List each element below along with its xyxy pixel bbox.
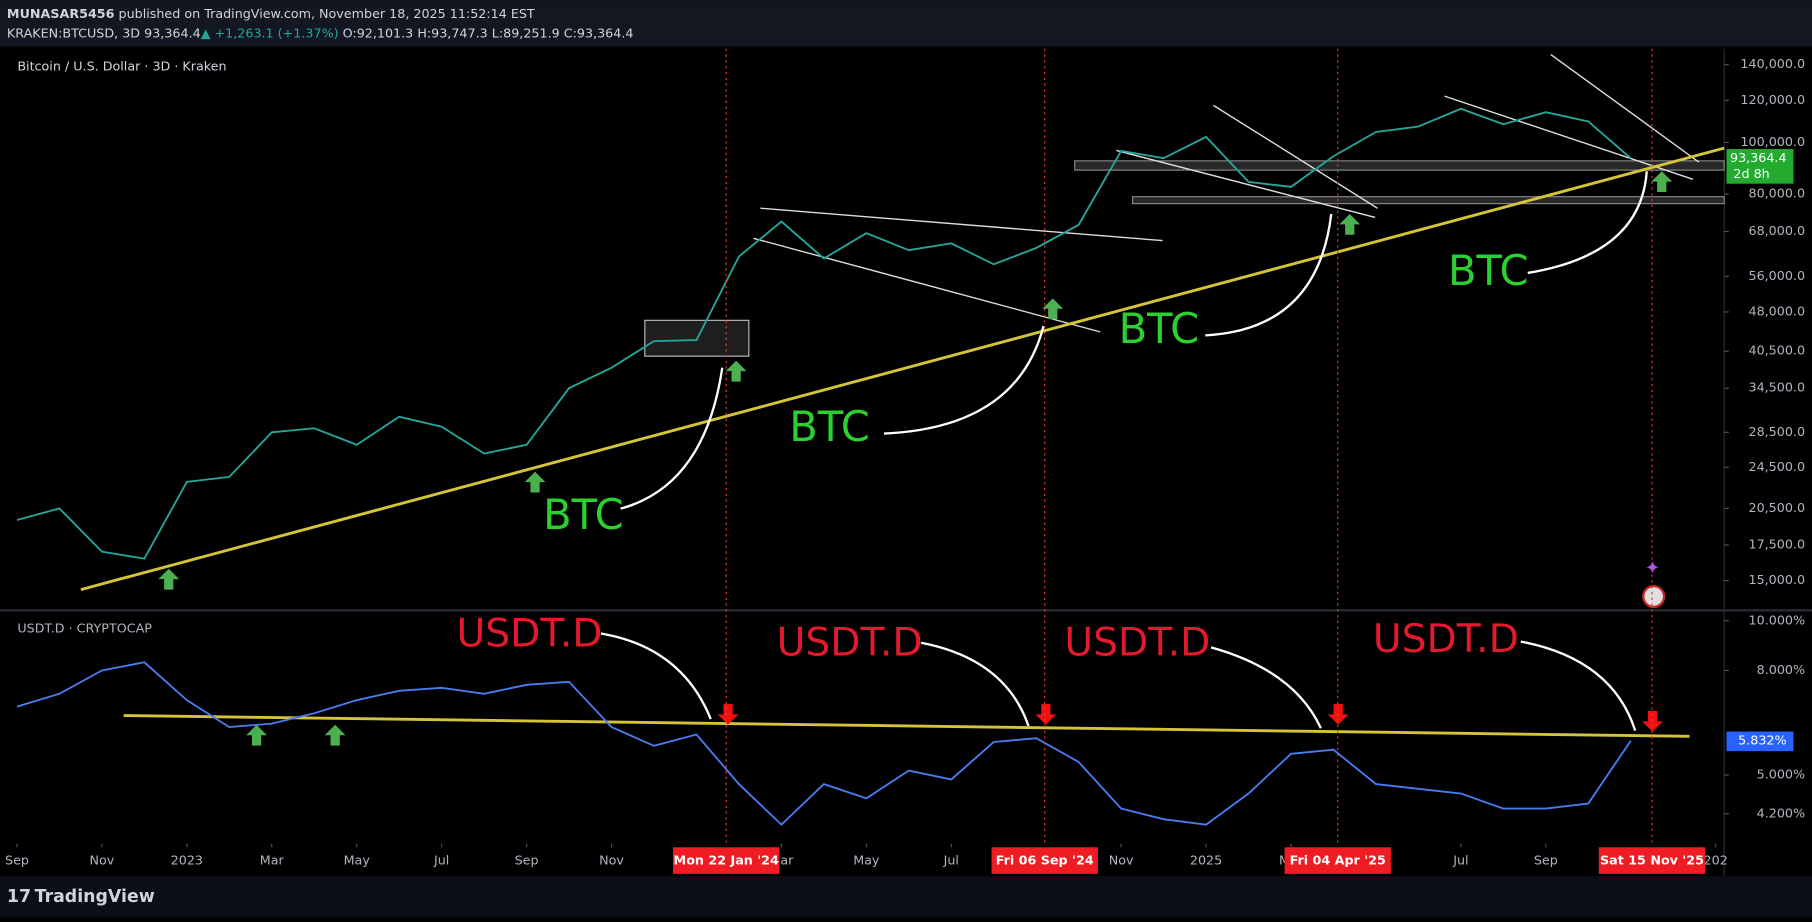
author: MUNASAR5456 [7,6,115,21]
marker-label: Sat 15 Nov '25 [1600,853,1704,868]
close: C:93,364.4 [564,25,634,40]
countdown: 2d 8h [1733,166,1769,181]
x-tick-label: Mar [260,853,285,868]
icon [1642,584,1666,609]
x-tick-label: 202 [1704,853,1728,868]
x-tick-label: Sep [5,853,29,868]
pane-title: USDT.D · CRYPTOCAP [17,620,152,635]
high: H:93,747.3 [417,25,487,40]
header-bar [0,0,1812,47]
x-tick-label: 2023 [171,853,203,868]
footer-bar [0,876,1812,918]
y-tick-label: 15,000.0 [1748,572,1805,587]
down-arrow [717,703,739,725]
y-tick-label: 140,000.0 [1740,56,1805,71]
logo-icon: 17 [7,887,31,907]
up-arrow [1339,214,1361,235]
annotation: USDT.D [456,611,602,656]
curved-arrows [600,171,1648,731]
x-tick-label: Nov [90,853,115,868]
up-arrow [1042,298,1064,320]
x-tick-label: Nov [599,853,624,868]
y-tick-label: 28,500.0 [1748,424,1805,439]
x-tick-label: Sep [515,853,539,868]
last-price-box [1726,731,1794,752]
annotation: BTC [789,402,870,451]
annotation: USDT.D [1373,617,1519,662]
footer-logo: TradingView [35,887,155,907]
y-tick-label: 34,500.0 [1748,380,1805,395]
price: 93,364.4 [144,25,201,40]
up-arrow [158,568,180,590]
x-tick-label: Nov [1109,853,1134,868]
y-tick-label: 56,000.0 [1748,268,1805,283]
pane-title: Bitcoin / U.S. Dollar · 3D · Kraken [17,59,226,74]
symbol: KRAKEN:BTCUSD, 3D [7,25,140,40]
marker-box [1284,847,1391,874]
marker-label: Mon 22 Jan '24 [674,853,779,868]
marker-box [1598,847,1706,874]
icon: ✦ [1645,558,1660,579]
support-line [80,146,1725,591]
x-tick-label: Sep [1534,853,1558,868]
x-tick-label: 2025 [1190,853,1222,868]
y-tick-label: 100,000.0 [1740,134,1805,149]
y-tick-label: 120,000.0 [1740,92,1805,107]
annotation: USDT.D [1064,621,1210,666]
y-tick-label: 20,500.0 [1748,500,1805,515]
marker-label: Fri 06 Sep '24 [996,853,1094,868]
y-tick-label: 4.200% [1757,805,1805,820]
y-tick-label: 8.000% [1757,662,1805,677]
symbol-line: KRAKEN:BTCUSD, 3D 93,364.4▲ +1,263.1 (+1… [7,25,634,40]
drawings [80,53,1725,738]
last-price-box [1726,149,1794,184]
resistance-line [123,714,1690,738]
y-tick-label: 80,000.0 [1748,185,1805,200]
down-arrow [1035,703,1057,725]
y-tick-label: 40,500.0 [1748,343,1805,358]
annotation: BTC [543,490,624,539]
marker-box [673,847,780,874]
annotation: BTC [1119,304,1200,353]
y-tick-label: 10.000% [1749,612,1806,627]
marker-label: Fri 04 Apr '25 [1290,853,1386,868]
x-tick-label: Jul [943,853,959,868]
price-line [16,661,1632,826]
y-tick-label: 24,500.0 [1748,459,1805,474]
last-price-label: 5.832% [1738,732,1786,747]
marker-box [991,847,1098,874]
header-line: MUNASAR5456 published on TradingView.com… [7,6,535,21]
x-tick-label: May [853,853,880,868]
zone [1131,196,1725,205]
x-tick-label: Jul [433,853,449,868]
published: published on TradingView.com, November 1… [119,6,535,21]
x-tick-label: May [344,853,371,868]
change: ▲ +1,263.1 (+1.37%) [201,25,339,40]
up-arrow [324,724,346,746]
annotation: USDT.D [777,621,923,666]
y-tick-label: 68,000.0 [1748,223,1805,238]
price-line [16,107,1632,560]
y-tick-label: 5.000% [1757,767,1805,782]
zone [1074,160,1725,171]
y-tick-label: 48,000.0 [1748,303,1805,318]
annotation: BTC [1448,246,1529,295]
low: L:89,251.9 [492,25,560,40]
x-tick-label: Jul [1452,853,1468,868]
up-arrow [524,471,546,493]
last-price-label: 93,364.4 [1730,150,1787,165]
y-tick-label: 17,500.0 [1748,536,1805,551]
open: O:92,101.3 [343,25,414,40]
up-arrow [725,360,747,382]
